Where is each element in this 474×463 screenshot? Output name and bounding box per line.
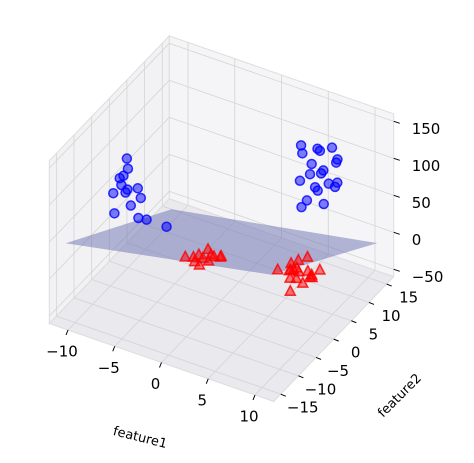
x-tick-label: −5 [98, 359, 120, 377]
y-tick [315, 356, 322, 360]
x-tick [205, 378, 209, 384]
point [118, 170, 129, 182]
point [304, 168, 316, 180]
y-axis-label: feature2 [375, 371, 425, 421]
point [271, 262, 284, 275]
point [332, 177, 343, 188]
point [323, 178, 334, 189]
z-tick-label: 150 [412, 120, 441, 138]
point [179, 249, 192, 262]
point [133, 212, 144, 224]
grid-line [49, 191, 170, 317]
point [192, 247, 206, 260]
point [306, 158, 317, 170]
point [312, 185, 323, 196]
y-tick-label: −5 [327, 362, 349, 380]
y-tick [386, 283, 392, 287]
point [305, 270, 319, 283]
point [135, 192, 147, 204]
point [301, 249, 314, 262]
grid-line [56, 315, 281, 395]
z-tick [393, 120, 400, 124]
point [283, 271, 297, 283]
point [202, 253, 215, 266]
grid-line [73, 297, 299, 377]
point [332, 154, 343, 165]
y-tick [298, 375, 304, 379]
grid-line [49, 43, 170, 169]
x-tick [65, 329, 69, 336]
grid-line [91, 279, 317, 358]
x-tick-label: 5 [197, 391, 207, 409]
point [313, 262, 327, 275]
x-tick [112, 346, 116, 352]
point [201, 242, 215, 255]
y-tick [333, 338, 339, 342]
point [290, 260, 304, 273]
x-tick [159, 362, 162, 368]
y-tick [280, 393, 286, 397]
point [108, 187, 119, 199]
point [141, 214, 152, 225]
y-tick-label: 15 [399, 289, 418, 307]
point [214, 249, 228, 261]
y-tick-label: −10 [305, 380, 337, 398]
y-tick-label: 0 [351, 344, 361, 362]
point [296, 201, 307, 213]
x-tick-label: 10 [239, 408, 258, 426]
point [294, 175, 306, 187]
z-tick [393, 194, 400, 198]
grid-line [169, 42, 394, 122]
y-tick-label: 5 [369, 325, 379, 343]
point [296, 276, 309, 288]
y-tick [368, 301, 375, 305]
point [132, 183, 144, 194]
z-tick-label: 100 [412, 157, 441, 175]
point [125, 200, 137, 211]
x-tick [252, 394, 256, 401]
point [121, 153, 133, 164]
point [161, 221, 172, 232]
x-axis-label: feature1 [111, 424, 168, 452]
point [314, 145, 326, 157]
grid-line [169, 153, 394, 233]
z-tick [393, 231, 400, 235]
point [122, 184, 133, 195]
point [109, 208, 120, 219]
grid-line [169, 79, 394, 159]
grid-line [49, 80, 170, 206]
x-tick-label: 0 [151, 375, 161, 393]
point [284, 284, 297, 297]
z-tick [393, 268, 400, 272]
x-tick-label: −10 [46, 343, 78, 361]
y-tick [351, 320, 357, 324]
grid-line [49, 117, 170, 243]
point [193, 257, 206, 270]
point [297, 148, 308, 159]
grid-line [109, 260, 334, 340]
grid-line [169, 116, 394, 196]
point [315, 168, 327, 179]
y-tick-label: −15 [287, 399, 319, 417]
y-tick-label: 10 [381, 307, 400, 325]
z-tick [393, 157, 400, 161]
z-tick-label: −50 [412, 268, 444, 286]
grid-line [49, 154, 170, 280]
z-tick-label: 50 [412, 194, 431, 212]
point [301, 264, 315, 276]
point [326, 142, 338, 153]
point [318, 198, 329, 210]
z-tick-label: 0 [412, 231, 422, 249]
point [301, 195, 313, 206]
